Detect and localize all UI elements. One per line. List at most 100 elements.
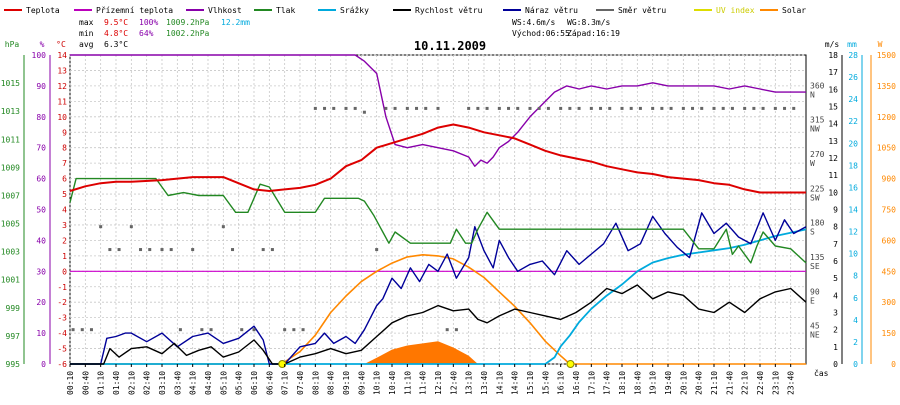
humidity-axis-tick-label: 80 — [36, 113, 46, 122]
wind-direction-mark — [773, 106, 777, 110]
solar-tick-label: 150 — [882, 329, 897, 338]
wind-direction-mark — [589, 106, 593, 110]
x-tick-label: 14:40 — [511, 371, 520, 395]
wind-direction-mark — [393, 106, 397, 110]
wind-tick-label: 8 — [833, 223, 838, 232]
rain-tick-label: 12 — [848, 228, 858, 237]
x-tick-label: 05:10 — [219, 371, 228, 395]
x-tick-label: 20:40 — [695, 371, 704, 395]
wind-direction-mark — [445, 328, 449, 332]
direction-tick-label: 45 — [810, 322, 820, 331]
x-tick-label: 17:40 — [603, 371, 612, 395]
rain-tick-label: 10 — [848, 250, 858, 259]
legend-entry: Rychlost větru — [415, 6, 483, 15]
temperature-axis-tick-label: 12 — [57, 82, 67, 91]
wind-direction-mark — [721, 106, 725, 110]
pressure-axis-tick-label: 999 — [6, 304, 21, 313]
wind-direction-mark — [80, 328, 84, 332]
wind-direction-mark — [384, 106, 388, 110]
temperature-axis-tick-label: 2 — [62, 236, 67, 245]
wind-direction-mark — [362, 110, 366, 114]
humidity-axis-tick-label: 90 — [36, 82, 46, 91]
wind-direction-mark — [651, 106, 655, 110]
wind-direction-mark — [629, 106, 633, 110]
stat-value: 9.5°C — [104, 18, 128, 27]
humidity-axis-tick-label: 70 — [36, 144, 46, 153]
stat-value: 1002.2hPa — [166, 29, 210, 38]
temperature-axis-unit-label: °C — [56, 40, 66, 49]
x-tick-label: 04:10 — [189, 371, 198, 395]
x-tick-label: 02:40 — [143, 371, 152, 395]
pressure-axis-tick-label: 1011 — [1, 135, 20, 144]
wind-direction-mark — [497, 106, 501, 110]
wind-direction-mark — [252, 328, 256, 332]
temperature-axis-tick-label: 10 — [57, 113, 67, 122]
x-tick-label: 13:40 — [480, 371, 489, 395]
wind-direction-mark — [783, 106, 787, 110]
pressure-axis-tick-label: 995 — [6, 360, 21, 369]
wind-direction-mark — [200, 328, 204, 332]
legend-entry: Tlak — [276, 6, 295, 15]
temperature-axis-tick-label: 5 — [62, 190, 67, 199]
stat-value: 100% — [139, 18, 158, 27]
direction-tick-label: 135 — [810, 253, 825, 262]
humidity-axis-tick-label: 50 — [36, 206, 46, 215]
direction-letter-label: NW — [810, 125, 820, 134]
sun-marker — [278, 360, 287, 368]
direction-tick-label: 315 — [810, 116, 825, 125]
x-tick-label: 12:10 — [434, 371, 443, 395]
rain-tick-label: 28 — [848, 51, 858, 60]
temperature-axis-tick-label: 3 — [62, 221, 67, 230]
wind-unit-label: m/s — [825, 40, 840, 49]
temperature-axis-tick-label: 4 — [62, 206, 67, 215]
x-tick-label: 19:40 — [664, 371, 673, 395]
pressure-axis-tick-label: 1015 — [1, 79, 20, 88]
sunset-stat: Západ:16:19 — [567, 29, 620, 38]
humidity-axis-tick-label: 30 — [36, 267, 46, 276]
temperature-axis-tick-label: -5 — [57, 345, 67, 354]
temperature-axis-tick-label: 9 — [62, 128, 67, 137]
humidity-axis-tick-label: 40 — [36, 236, 46, 245]
stat-value: 4.8°C — [104, 29, 128, 38]
wind-direction-mark — [191, 248, 195, 252]
sun-marker — [566, 360, 575, 368]
rain-tick-label: 2 — [853, 338, 858, 347]
direction-letter-label: SE — [810, 262, 820, 271]
wind-direction-mark — [283, 328, 287, 332]
x-tick-label: 07:10 — [281, 371, 290, 395]
x-tick-label: 07:40 — [296, 371, 305, 395]
x-tick-label: 14:10 — [495, 371, 504, 395]
wind-direction-mark — [231, 248, 235, 252]
pressure-axis-tick-label: 997 — [6, 332, 21, 341]
legend-entry: Směr větru — [618, 6, 666, 15]
x-tick-label: 06:10 — [250, 371, 259, 395]
wind-direction-mark — [129, 225, 133, 229]
x-tick-label: 22:10 — [741, 371, 750, 395]
x-tick-label: 02:10 — [127, 371, 136, 395]
x-tick-label: 06:40 — [265, 371, 274, 395]
wind-direction-mark — [700, 106, 704, 110]
temperature-axis-tick-label: 6 — [62, 175, 67, 184]
direction-letter-label: NE — [810, 331, 820, 340]
wind-direction-mark — [507, 106, 511, 110]
wind-direction-mark — [476, 106, 480, 110]
x-tick-label: 20:10 — [679, 371, 688, 395]
wind-speed-line — [70, 284, 807, 365]
x-tick-label: 01:10 — [97, 371, 106, 395]
wind-direction-mark — [467, 106, 471, 110]
direction-letter-label: S — [810, 228, 815, 237]
wind-direction-mark — [313, 106, 317, 110]
pressure-axis-tick-label: 1009 — [1, 163, 20, 172]
direction-letter-label: N — [810, 90, 815, 99]
direction-letter-label: W — [810, 159, 815, 168]
rain-line — [70, 228, 807, 365]
x-tick-label: 23:40 — [787, 371, 796, 395]
wind-tick-label: 14 — [828, 120, 838, 129]
temperature-axis-tick-label: 7 — [62, 159, 67, 168]
wind-direction-mark — [99, 225, 103, 229]
solar-tick-label: 1500 — [877, 51, 896, 60]
wind-gust-line — [70, 212, 807, 365]
wind-direction-mark — [660, 106, 664, 110]
legend-entry: Vlhkost — [208, 6, 242, 15]
solar-tick-label: 1200 — [877, 113, 896, 122]
